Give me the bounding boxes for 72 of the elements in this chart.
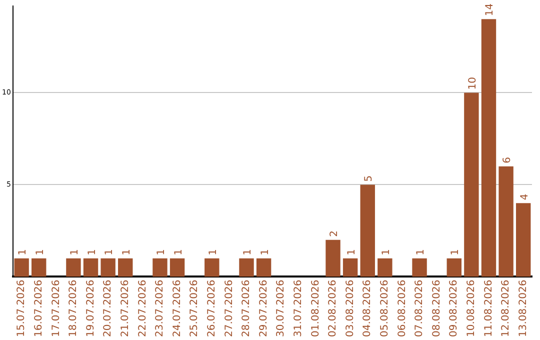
data-label: 14 <box>484 3 496 16</box>
data-label: 1 <box>208 248 219 256</box>
x-tick-label: 31.07.2026 <box>293 280 304 338</box>
x-tick-label: 01.08.2026 <box>310 280 322 338</box>
x-tick-label: 29.07.2026 <box>258 280 270 338</box>
x-tick-label: 19.07.2026 <box>85 280 96 338</box>
bar <box>170 258 185 277</box>
x-tick-label: 03.08.2026 <box>344 280 356 338</box>
bar <box>204 258 220 277</box>
x-tick-label: 25.07.2026 <box>189 280 200 338</box>
x-tick-label: 21.07.2026 <box>120 280 131 338</box>
x-tick-label: 11.08.2026 <box>483 280 494 338</box>
data-label: 1 <box>173 248 184 256</box>
data-label: 1 <box>380 248 392 256</box>
x-tick-label: 10.08.2026 <box>466 280 478 338</box>
data-label: 6 <box>502 156 514 164</box>
data-label: 1 <box>34 248 46 256</box>
x-tick-label: 23.07.2026 <box>154 280 166 338</box>
data-label: 1 <box>18 248 29 256</box>
x-tick-label: 22.07.2026 <box>137 280 148 338</box>
bar <box>498 166 514 277</box>
data-label: 1 <box>260 248 271 256</box>
bar <box>516 203 531 277</box>
x-tick-label: 20.07.2026 <box>102 280 114 338</box>
data-label: 1 <box>450 248 462 256</box>
x-tick-label: 27.07.2026 <box>224 280 235 338</box>
data-label: 4 <box>519 194 530 200</box>
bar <box>412 258 427 277</box>
bar <box>446 258 462 277</box>
bar <box>481 19 496 277</box>
bar <box>152 258 168 277</box>
bar <box>239 258 254 277</box>
data-label: 1 <box>121 248 132 256</box>
x-tick-label: 05.08.2026 <box>380 280 391 338</box>
data-label: 1 <box>416 248 427 256</box>
x-tick-label: 16.07.2026 <box>33 280 44 338</box>
x-tick-label: 30.07.2026 <box>276 280 287 338</box>
data-label: 10 <box>467 76 478 90</box>
bar <box>118 258 133 277</box>
data-label: 1 <box>104 248 116 256</box>
bar <box>83 258 98 277</box>
bar <box>32 258 46 277</box>
x-tick-label: 26.07.2026 <box>206 280 218 338</box>
data-label: 5 <box>364 175 375 182</box>
x-tick-label: 09.08.2026 <box>448 280 460 338</box>
bar <box>14 258 29 277</box>
bar <box>378 258 392 277</box>
data-label: 1 <box>86 248 98 256</box>
data-label: 1 <box>346 248 358 256</box>
x-tick-label: 13.08.2026 <box>518 280 529 338</box>
x-tick-label: 12.08.2026 <box>500 280 512 338</box>
x-tick-label: 17.07.2026 <box>50 280 62 338</box>
bar <box>342 258 358 277</box>
x-tick-label: 04.08.2026 <box>362 280 374 338</box>
x-tick-label: 15.07.2026 <box>16 280 28 338</box>
x-tick-label: 07.08.2026 <box>414 280 426 338</box>
bar <box>66 258 81 277</box>
bar <box>360 184 375 277</box>
data-label: 1 <box>242 248 254 256</box>
data-label: 2 <box>329 230 340 237</box>
data-label: 1 <box>156 248 167 256</box>
x-tick-label: 28.07.2026 <box>241 280 252 338</box>
x-tick-label: 08.08.2026 <box>431 280 442 338</box>
x-tick-label: 18.07.2026 <box>68 280 80 338</box>
bar <box>256 258 272 277</box>
bar <box>100 258 116 277</box>
x-tick-label: 24.07.2026 <box>172 280 183 338</box>
data-label: 1 <box>69 248 80 256</box>
x-tick-label: 02.08.2026 <box>328 280 339 338</box>
x-tick-label: 06.08.2026 <box>396 280 408 338</box>
bar <box>464 92 479 277</box>
bar <box>326 240 340 277</box>
